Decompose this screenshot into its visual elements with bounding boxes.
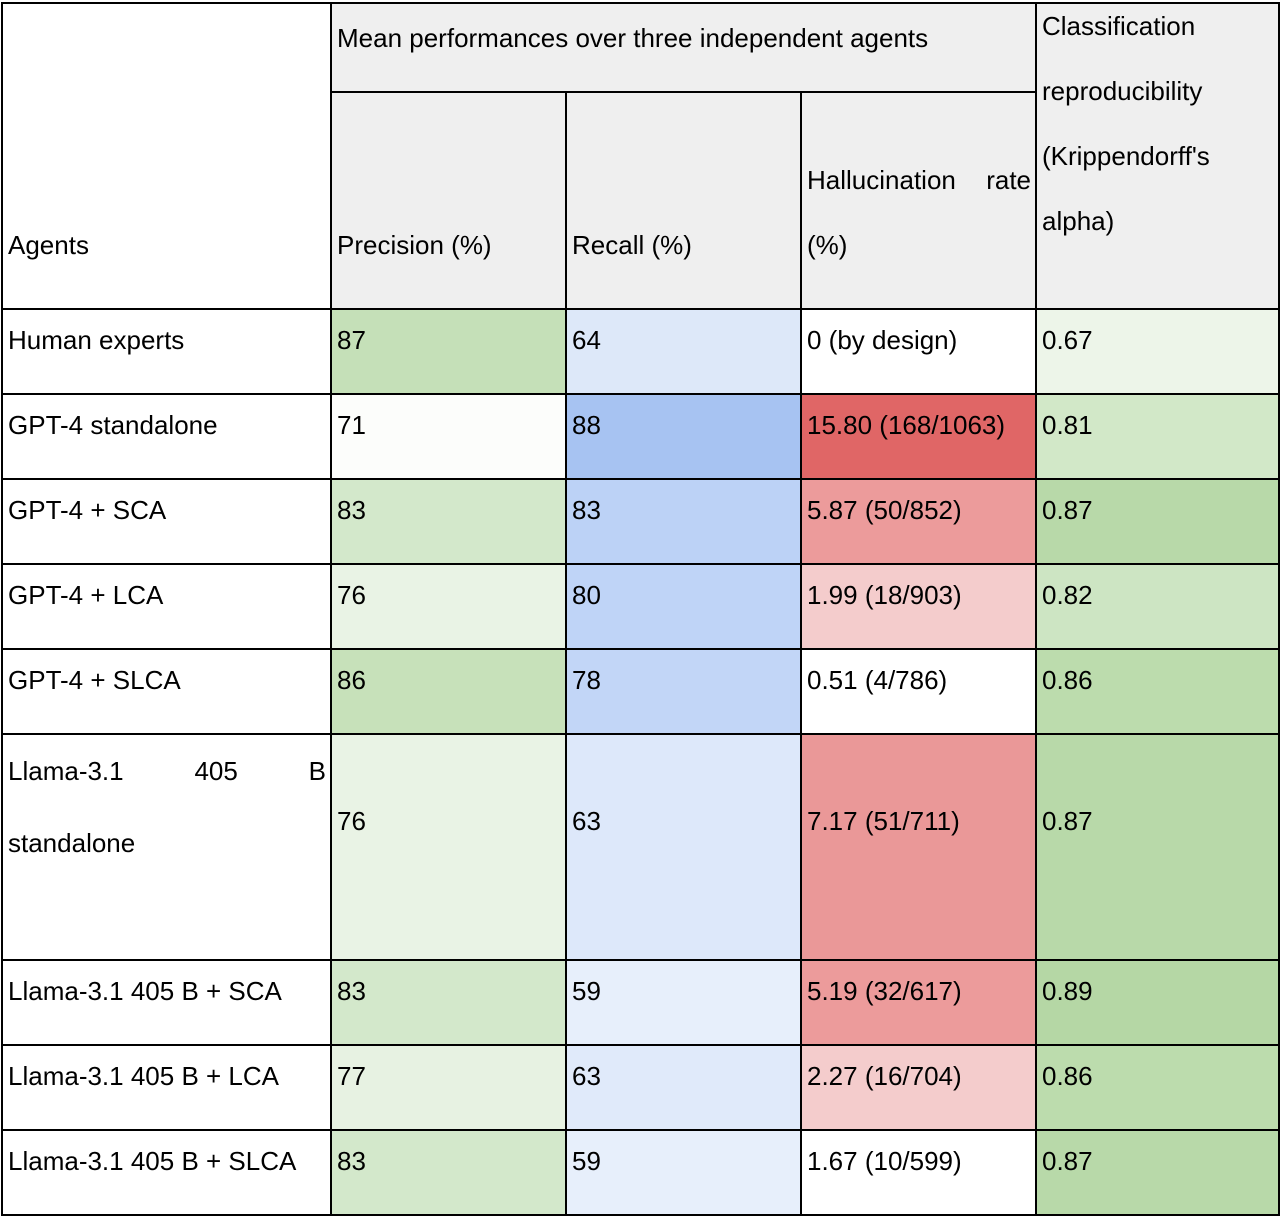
recall-value: 63 [572,806,601,836]
table-body: Human experts 87 64 0 (by design) 0.67 GPT-4 … [1,308,1280,1216]
alpha-cell: 0.81 [1035,393,1280,480]
agent-name-cell: GPT-4 + SCA [1,478,332,565]
precision-cell: 83 [330,478,567,565]
hallucination-value: 7.17 (51/711) [807,806,960,836]
recall-cell: 83 [565,478,802,565]
hallucination-header: Hallucination rate (%) [800,91,1037,310]
hallucination-cell: 0 (by design) [800,308,1037,395]
table-row: GPT-4 + SCA 83 83 5.87 (50/852) 0.87 [1,478,1280,565]
table-row: Llama-3.1 405 B + SLCA 83 59 1.67 (10/599) 0… [1,1129,1280,1216]
reproducibility-header-line2: reproducibility [1042,76,1203,106]
recall-cell: 63 [565,1044,802,1131]
recall-cell: 63 [565,733,802,961]
table-row: Llama-3.1 405 B + LCA 77 63 2.27 (16/704) 0.… [1,1044,1280,1131]
alpha-cell: 0.67 [1035,308,1280,395]
alpha-cell: 0.86 [1035,648,1280,735]
reproducibility-header: Classification reproducibility (Krippend… [1035,2,1280,310]
hallucination-cell: 0.51 (4/786) [800,648,1037,735]
agent-name-cell: GPT-4 + LCA [1,563,332,650]
reproducibility-header-line1: Classification [1042,11,1196,41]
table-row: GPT-4 + SLCA 86 78 0.51 (4/786) 0.86 [1,648,1280,735]
alpha-cell: 0.87 [1035,478,1280,565]
agent-name-cell: Human experts [1,308,332,395]
recall-cell: 80 [565,563,802,650]
hallucination-cell: 1.67 (10/599) [800,1129,1037,1216]
alpha-value: 0.87 [1042,806,1093,836]
hallucination-header-line2: (%) [807,230,848,260]
alpha-cell: 0.82 [1035,563,1280,650]
table-row: Llama-3.1 405 B standalone 76 63 7.17 (51/71… [1,733,1280,961]
reproducibility-header-line4: alpha) [1042,206,1115,236]
precision-value: 76 [337,806,366,836]
precision-cell: 83 [330,1129,567,1216]
agent-name-line1: Llama-3.1 405 B [8,756,326,786]
precision-cell: 71 [330,393,567,480]
alpha-cell: 0.89 [1035,959,1280,1046]
precision-cell: 76 [330,563,567,650]
precision-cell: 87 [330,308,567,395]
recall-header: Recall (%) [565,91,802,310]
alpha-cell: 0.86 [1035,1044,1280,1131]
hallucination-cell: 5.87 (50/852) [800,478,1037,565]
agent-name-cell: Llama-3.1 405 B standalone [1,733,332,961]
precision-cell: 86 [330,648,567,735]
precision-cell: 77 [330,1044,567,1131]
agent-name-line2: standalone [8,828,136,858]
reproducibility-header-line3: (Krippendorff's [1042,141,1210,171]
table-row: GPT-4 standalone 71 88 15.80 (168/1063) 0.81 [1,393,1280,480]
hallucination-cell: 7.17 (51/711) [800,733,1037,961]
agents-header: Agents [1,2,332,310]
hallucination-header-line1: Hallucination rate [807,165,1031,195]
hallucination-cell: 1.99 (18/903) [800,563,1037,650]
recall-cell: 78 [565,648,802,735]
table-row: Llama-3.1 405 B + SCA 83 59 5.19 (32/617) 0.… [1,959,1280,1046]
recall-cell: 59 [565,1129,802,1216]
hallucination-cell: 2.27 (16/704) [800,1044,1037,1131]
agent-name-cell: GPT-4 + SLCA [1,648,332,735]
recall-cell: 88 [565,393,802,480]
hallucination-cell: 15.80 (168/1063) [800,393,1037,480]
recall-cell: 64 [565,308,802,395]
hallucination-cell: 5.19 (32/617) [800,959,1037,1046]
precision-cell: 76 [330,733,567,961]
recall-cell: 59 [565,959,802,1046]
agent-name-cell: Llama-3.1 405 B + LCA [1,1044,332,1131]
mean-performances-header: Mean performances over three independent… [330,2,1037,93]
agent-name-cell: Llama-3.1 405 B + SCA [1,959,332,1046]
agent-name-cell: Llama-3.1 405 B + SLCA [1,1129,332,1216]
precision-cell: 83 [330,959,567,1046]
alpha-cell: 0.87 [1035,733,1280,961]
table-header: Agents Mean performances over three inde… [1,2,1280,310]
alpha-cell: 0.87 [1035,1129,1280,1216]
agent-name-cell: GPT-4 standalone [1,393,332,480]
table-row: GPT-4 + LCA 76 80 1.99 (18/903) 0.82 [1,563,1280,650]
precision-header: Precision (%) [330,91,567,310]
table-row: Human experts 87 64 0 (by design) 0.67 [1,308,1280,395]
